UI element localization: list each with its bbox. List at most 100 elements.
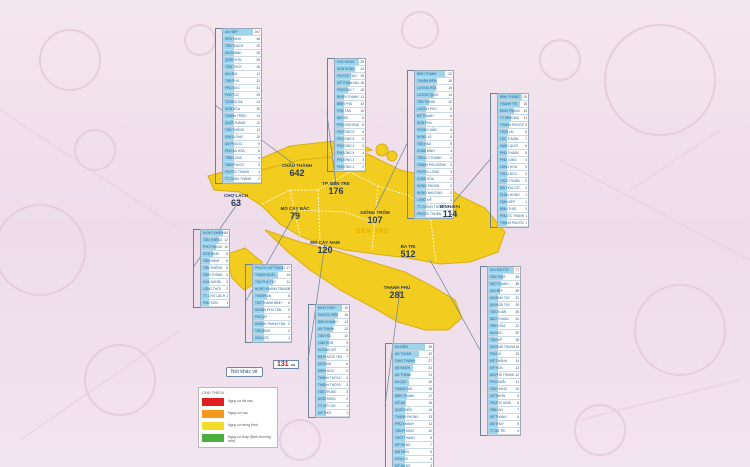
table-row: AN BÌNH TÂY 31 bbox=[488, 295, 520, 302]
row-bar bbox=[201, 244, 216, 250]
commune-name: PHÚ THUẬN bbox=[500, 151, 519, 155]
table-row: CẨM SƠN 9 bbox=[316, 340, 349, 347]
row-bar bbox=[316, 396, 326, 402]
commune-value: 5 bbox=[450, 135, 452, 139]
island-south bbox=[264, 229, 463, 331]
commune-name: THUẬN ĐIỀN bbox=[417, 79, 437, 83]
commune-name: PHƯỚC HIỆP bbox=[318, 313, 339, 317]
commune-value: 19 bbox=[344, 306, 348, 310]
table-row: AN PHƯỚC 9 bbox=[223, 141, 261, 148]
commune-name: TÂN THỦY bbox=[490, 275, 506, 279]
commune-value: 2 bbox=[450, 184, 452, 188]
table-row: LONG MỸ 1 bbox=[415, 197, 453, 204]
commune-name: AN NGÃI TÂY bbox=[490, 303, 511, 307]
commune-name: MỸ AN bbox=[395, 401, 405, 405]
commune-value: 16 bbox=[515, 345, 519, 349]
table-row: TAM HIỆP 1 bbox=[498, 199, 528, 206]
table-row: TT. MỎ CÀY 1 bbox=[316, 403, 349, 410]
other-source-value: 131 bbox=[277, 361, 289, 368]
table-row: PHƯỚC HIỆP 16 bbox=[316, 312, 349, 319]
commune-value: 2 bbox=[288, 322, 290, 326]
commune-value: 3 bbox=[525, 172, 527, 176]
commune-table-tp-ben-tre: PHÚ HƯNG 29 SƠN ĐÔNG 24 PHƯỚC TẠO 19 MỸ THẠNH … bbox=[334, 58, 366, 172]
commune-name: TÂN THIỀNG bbox=[225, 128, 245, 132]
commune-name: TÂN HÀO bbox=[417, 142, 432, 146]
commune-name: PHÚ ĐỨC bbox=[225, 86, 240, 90]
table-row: THẠNH PHONG 13 bbox=[393, 414, 433, 421]
commune-value: 15 bbox=[448, 86, 452, 90]
commune-name: HƯNG NHƯỢNG bbox=[417, 191, 443, 195]
row-bar bbox=[488, 288, 500, 294]
row-bar bbox=[415, 211, 427, 217]
table-row: NHƠN THẠNH 11 bbox=[335, 94, 365, 101]
legend-item: Nguy cơ rất cao bbox=[202, 397, 274, 409]
commune-value: 12 bbox=[256, 121, 260, 125]
row-bar bbox=[316, 333, 330, 339]
district-count: 176 bbox=[328, 186, 344, 196]
row-bar bbox=[498, 115, 512, 121]
commune-name: PHÚ KHƯƠNG bbox=[337, 123, 360, 127]
commune-value: 12 bbox=[344, 327, 348, 331]
commune-value: 5 bbox=[362, 130, 364, 134]
row-bar bbox=[335, 122, 344, 128]
commune-name: PHƯỜNG 8 bbox=[337, 130, 355, 134]
commune-name: PHÚ PHỤNG bbox=[203, 245, 223, 249]
commune-value: 24 bbox=[360, 67, 364, 71]
commune-name: PHƯỚC MỸ TRUNG bbox=[255, 266, 286, 270]
table-row: AN HIỆP 267 bbox=[223, 29, 261, 36]
commune-value: 1 bbox=[525, 221, 527, 225]
table-row: TÂN THÀNH BÌNH 6 bbox=[253, 300, 291, 307]
row-bar bbox=[201, 251, 213, 257]
row-bar bbox=[393, 351, 420, 357]
table-row: HƯNG KHÁNH TRUNG 9 bbox=[253, 286, 291, 293]
commune-name: LƯƠNG HÒA bbox=[417, 86, 437, 90]
table-row: ĐẠI ĐIỀN 5 bbox=[393, 449, 433, 456]
table-row: THẠNH PHƯỚC 9 bbox=[498, 122, 528, 129]
commune-value: 35 bbox=[515, 289, 519, 293]
commune-value: 27 bbox=[428, 359, 432, 363]
table-row: LỘC THUẬN 7 bbox=[498, 136, 528, 143]
row-bar bbox=[316, 326, 333, 332]
row-bar bbox=[498, 136, 507, 142]
commune-name: TÂN THANH bbox=[417, 100, 436, 104]
leader-line-binh-dai bbox=[451, 159, 491, 205]
table-row: HƯNG LỄ 5 bbox=[415, 134, 453, 141]
table-row: TÂN THỦY 45 bbox=[488, 274, 520, 281]
commune-value: 10 bbox=[224, 245, 228, 249]
table-row: LƯƠNG QUỚI 14 bbox=[415, 92, 453, 99]
commune-value: 4 bbox=[226, 273, 228, 277]
row-bar bbox=[335, 136, 344, 142]
district-label-ba-tri: BA TRI 512 bbox=[386, 244, 430, 259]
commune-value: 3 bbox=[346, 383, 348, 387]
commune-name: THÀNH TRIỆU bbox=[225, 114, 247, 118]
commune-value: 5 bbox=[362, 137, 364, 141]
commune-name: HÒA NGHĨA bbox=[203, 280, 221, 284]
row-bar bbox=[335, 164, 344, 170]
commune-value: 17 bbox=[286, 266, 290, 270]
table-row: AN HÒA TÂY 77 bbox=[488, 267, 520, 274]
commune-value: 31 bbox=[515, 296, 519, 300]
commune-value: 9 bbox=[258, 142, 260, 146]
table-row: GIAO LONG 10 bbox=[223, 134, 261, 141]
commune-name: AN THỚI bbox=[318, 411, 332, 415]
commune-value: 16 bbox=[256, 65, 260, 69]
commune-value: 24 bbox=[428, 366, 432, 370]
commune-value: 14 bbox=[344, 320, 348, 324]
commune-name: QUỚI SƠN bbox=[225, 58, 242, 62]
row-bar bbox=[201, 272, 210, 278]
commune-name: PHƯỚC THẠNH bbox=[225, 170, 249, 174]
commune-name: PHƯỚC LONG bbox=[417, 170, 440, 174]
commune-value: 24 bbox=[515, 317, 519, 321]
commune-value: 18 bbox=[523, 102, 527, 106]
row-bar bbox=[223, 162, 235, 168]
commune-name: AN HIỆP bbox=[490, 289, 503, 293]
commune-value: 13 bbox=[256, 114, 260, 118]
row-bar bbox=[488, 274, 503, 280]
row-bar bbox=[393, 372, 411, 378]
commune-value: 38 bbox=[515, 282, 519, 286]
commune-name: TT. BÌNH ĐẠI bbox=[500, 116, 520, 120]
commune-value: 8 bbox=[525, 130, 527, 134]
commune-name: PHÚ MỸ bbox=[255, 315, 268, 319]
table-row: THUẬN ĐIỀN 16 bbox=[415, 78, 453, 85]
district-label-tp-ben-tre: TP. BẾN TRE 176 bbox=[314, 181, 358, 196]
